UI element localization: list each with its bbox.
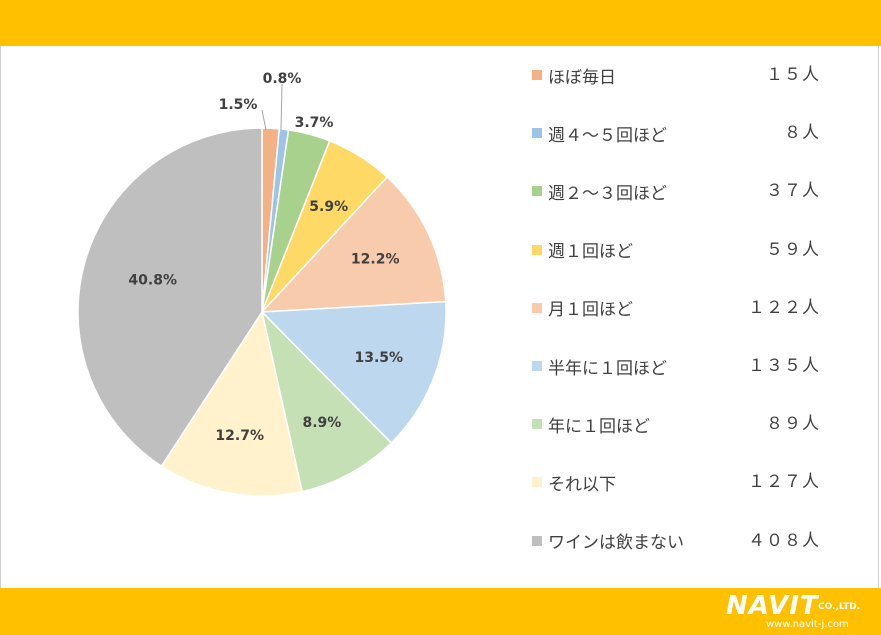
legend-count: １２２人 <box>748 297 820 318</box>
legend-label: 週４～５回ほど <box>548 125 667 146</box>
pie-percent-label: 3.7% <box>295 115 334 131</box>
pie-leader-lines <box>261 83 283 131</box>
legend-count: １３５人 <box>748 356 820 376</box>
legend-label: それ以下 <box>548 474 616 495</box>
pie-percent-label: 1.5% <box>219 97 258 113</box>
logo-url: www.navit-j.com <box>766 619 849 630</box>
legend-swatch <box>532 128 542 139</box>
legend-swatch <box>532 302 542 313</box>
legend-item: 週４～５回ほど ８人 <box>532 118 832 148</box>
pie-percent-label: 40.8% <box>128 273 177 289</box>
legend-item: 半年に１回ほど １３５人 <box>532 351 832 381</box>
legend-item: 年に１回ほど ８９人 <box>532 409 832 439</box>
pie-chart: 1.5% 0.8% 3.7% 5.9% 12.2% 13.5% 8.9% 12.7% 40.8% <box>77 71 447 497</box>
legend-item: それ以下 １２７人 <box>532 467 832 497</box>
pie-percent-label: 5.9% <box>309 199 348 215</box>
legend-count: ８人 <box>784 123 820 144</box>
legend-label: 月１回ほど <box>548 300 633 321</box>
pie-slices <box>77 127 447 497</box>
legend-swatch <box>532 186 542 197</box>
legend-item: 月１回ほど １２２人 <box>532 293 832 323</box>
legend-label: 週２～３回ほど <box>548 183 667 204</box>
bottom-banner <box>0 588 881 635</box>
legend-item: 週２～３回ほど ３７人 <box>532 176 832 206</box>
pie-slice <box>77 127 263 468</box>
logo-suffix: CO.,LTD. <box>818 602 861 612</box>
legend-swatch <box>532 477 542 488</box>
legend-count: ３７人 <box>766 181 820 202</box>
pie-leader-line <box>261 109 267 131</box>
pie-slice <box>260 176 447 313</box>
legend-label: 半年に１回ほど <box>548 358 667 379</box>
pie-percent-label: 8.9% <box>302 415 341 431</box>
legend-swatch <box>532 419 542 430</box>
legend-label: ほぼ毎日 <box>548 67 616 88</box>
pie-slice <box>160 310 304 497</box>
pie-slice <box>260 309 393 493</box>
legend-label: 週１回ほど <box>548 242 633 263</box>
legend-item: 週１回ほど ５９人 <box>532 235 832 265</box>
legend-count: １５人 <box>766 65 820 85</box>
legend-swatch <box>532 535 542 546</box>
pie-percent-label: 12.2% <box>351 252 400 268</box>
legend-count: １２７人 <box>748 472 820 493</box>
legend-count: ５９人 <box>766 239 820 260</box>
legend-count: ４０８人 <box>748 530 820 551</box>
top-banner <box>0 0 881 46</box>
logo-wordmark: NAVIT <box>726 591 819 621</box>
pie-slice <box>260 300 447 444</box>
pie-percent-label: 13.5% <box>355 350 404 366</box>
pie-percent-label: 12.7% <box>215 428 264 444</box>
pie-percent-label: 0.8% <box>263 71 302 87</box>
pie-leader-line <box>280 83 283 131</box>
legend-item: ワインは飲まない ４０８人 <box>532 526 832 556</box>
legend-label: 年に１回ほど <box>548 416 650 437</box>
company-logo: NAVIT CO.,LTD. www.navit-j.com <box>726 592 876 632</box>
legend-swatch <box>532 244 542 255</box>
legend-swatch <box>532 361 542 371</box>
legend-swatch <box>532 70 542 80</box>
legend-item: ほぼ毎日 １５人 <box>532 60 832 90</box>
legend-label: ワインは飲まない <box>548 533 684 554</box>
legend-count: ８９人 <box>766 414 820 435</box>
pie-percent-labels: 1.5% 0.8% 3.7% 5.9% 12.2% 13.5% 8.9% 12.7% 40.8% <box>128 71 403 444</box>
legend: ほぼ毎日 １５人週４～５回ほど ８人週２～３回ほど ３７人週１回ほど ５９人月１回ほど １… <box>532 60 832 570</box>
